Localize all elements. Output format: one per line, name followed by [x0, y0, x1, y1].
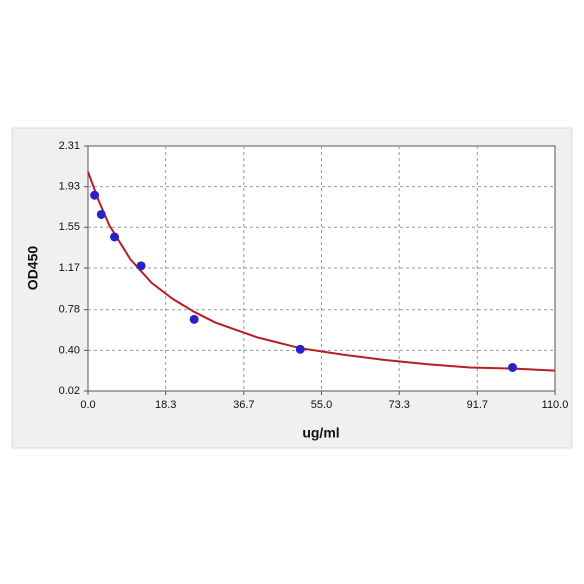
y-axis-title: OD450: [25, 246, 41, 291]
data-point: [295, 344, 305, 354]
data-point: [110, 232, 120, 242]
x-tick-label: 91.7: [467, 399, 488, 411]
y-tick-label: 0.02: [59, 385, 80, 397]
y-tick-label: 0.78: [59, 304, 80, 316]
x-tick-label: 18.3: [155, 399, 176, 411]
data-point: [508, 362, 518, 372]
y-tick-label: 2.31: [59, 140, 80, 152]
x-tick-label: 36.7: [233, 399, 254, 411]
y-tick-label: 1.93: [59, 181, 80, 193]
x-tick-label: 110.0: [542, 399, 569, 411]
x-tick-label: 55.0: [311, 399, 332, 411]
y-tick-label: 0.40: [59, 344, 80, 356]
x-tick-label: 73.3: [388, 399, 409, 411]
data-point: [96, 209, 106, 219]
y-tick-label: 1.17: [59, 262, 80, 274]
data-point: [189, 314, 199, 324]
fit-curve: [87, 171, 556, 372]
x-axis-title: ug/ml: [302, 425, 339, 441]
data-point: [90, 190, 100, 200]
data-point: [136, 261, 146, 271]
x-tick-label: 0.0: [80, 399, 95, 411]
y-tick-label: 1.55: [59, 221, 80, 233]
